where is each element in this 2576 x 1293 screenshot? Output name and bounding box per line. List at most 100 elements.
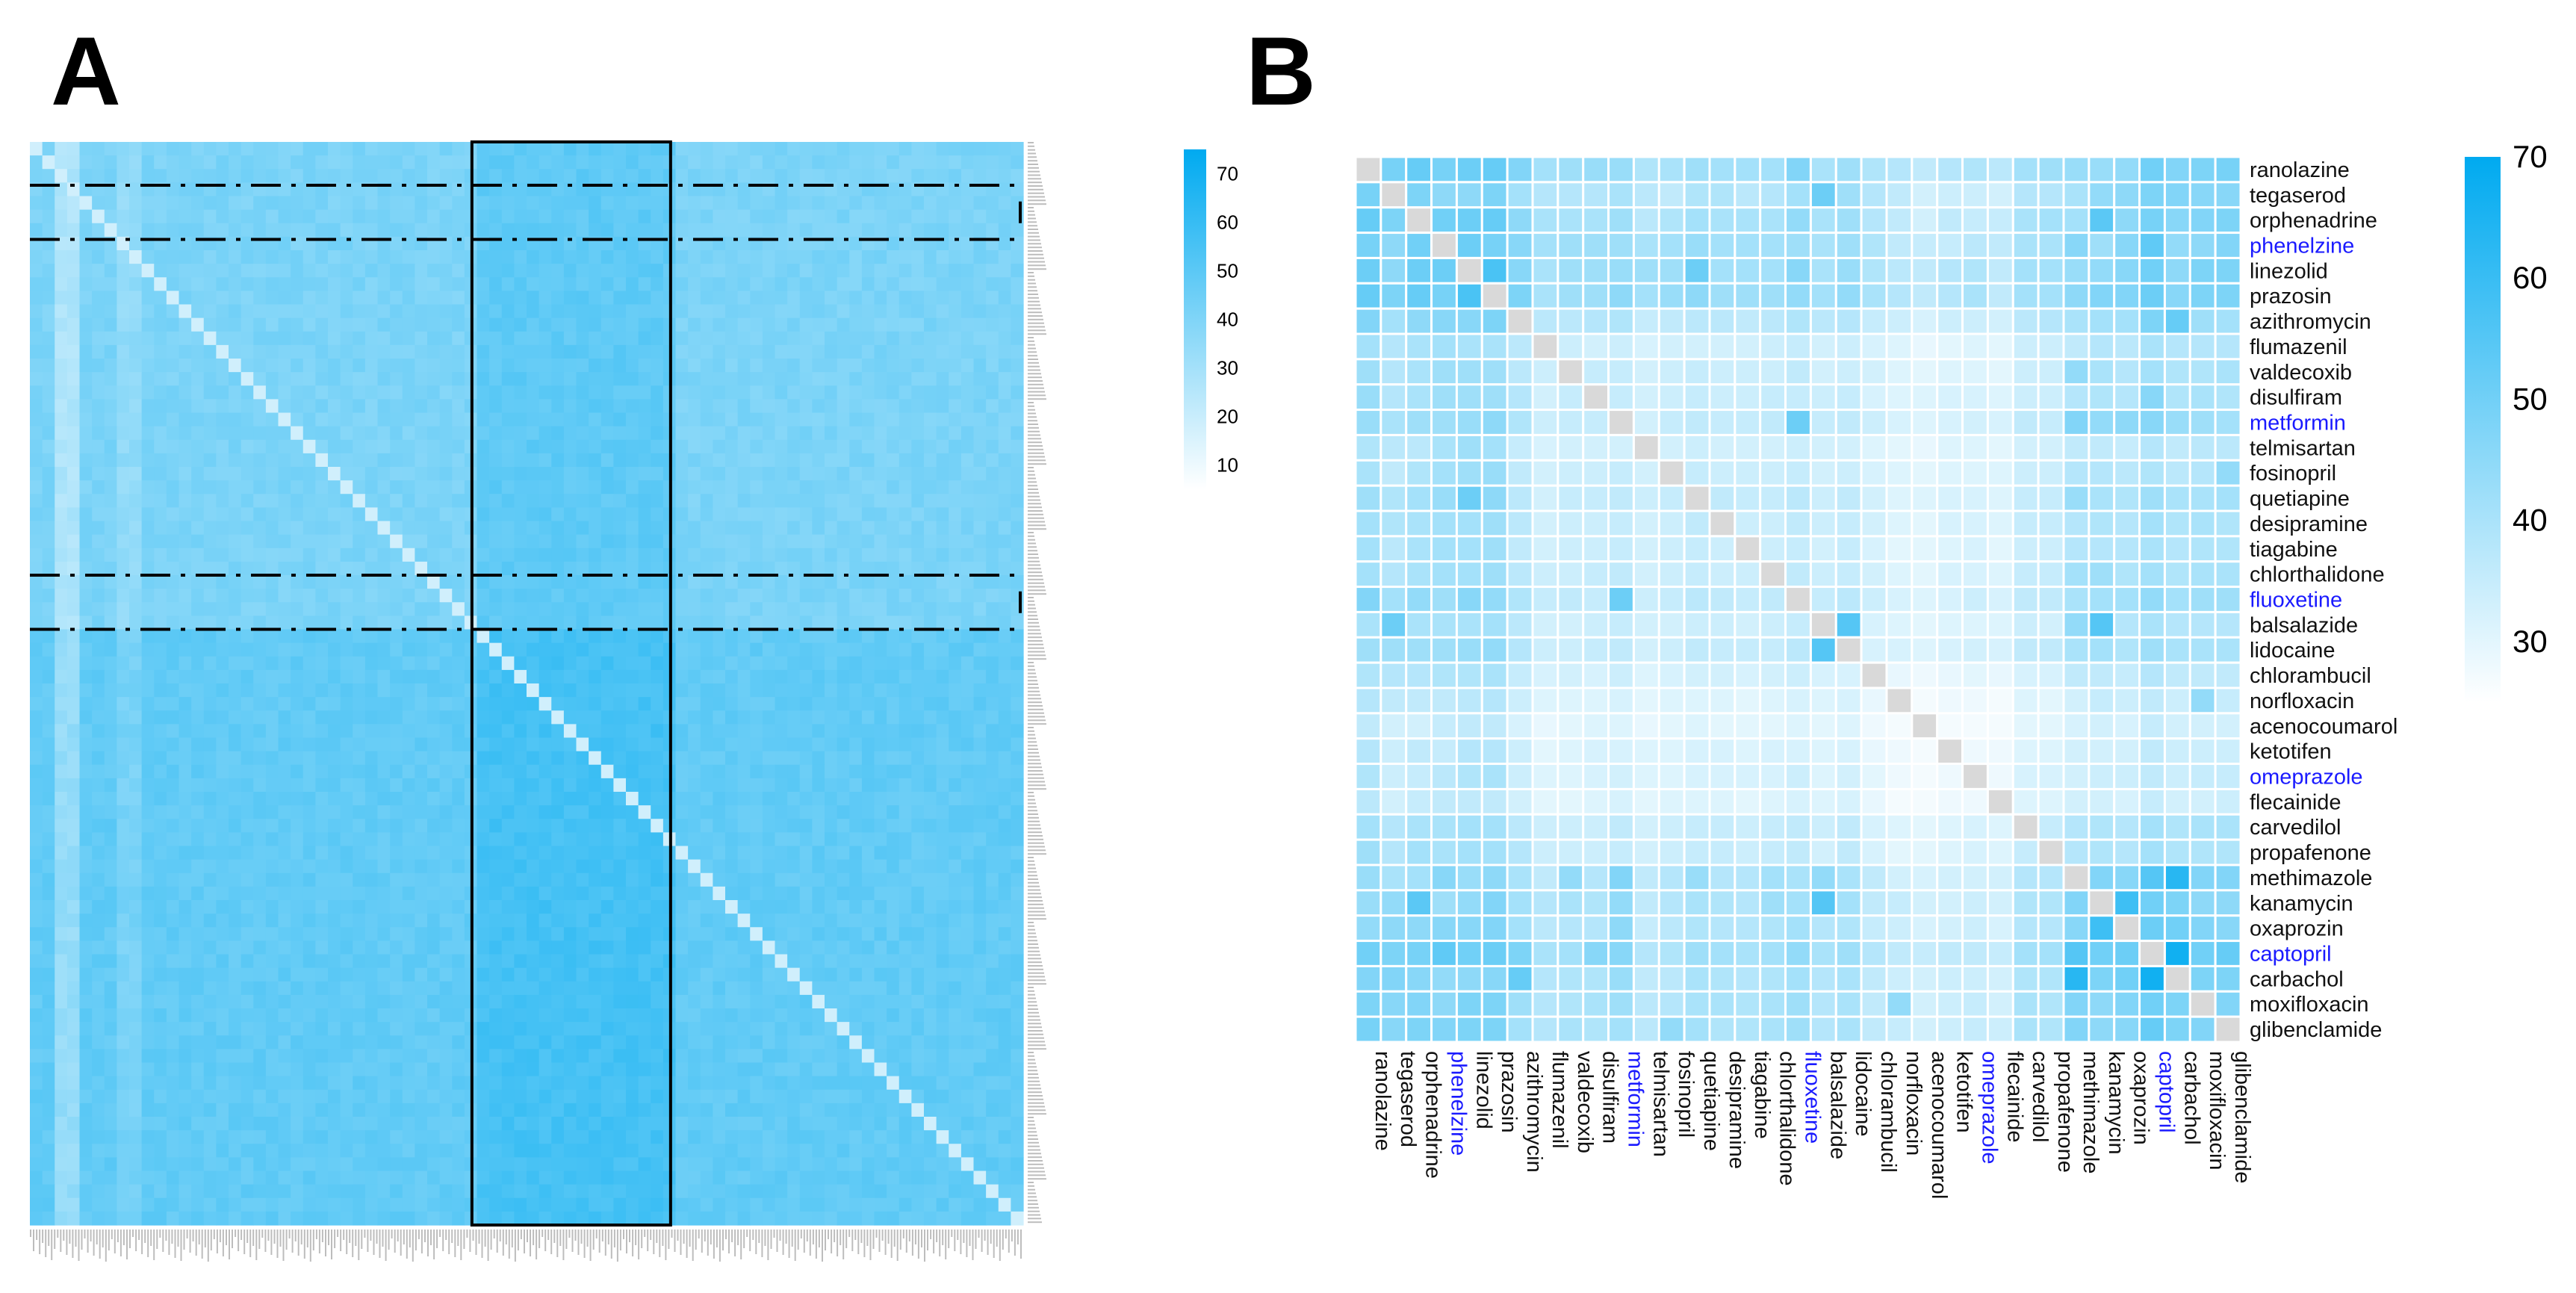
panel-a-cell [291, 710, 304, 725]
panel-a-cell [55, 561, 68, 576]
panel-a-cell [849, 264, 863, 278]
panel-a-cell [638, 385, 651, 400]
panel-a-cell [949, 697, 962, 711]
panel-a-cell [960, 602, 975, 616]
panel-a-cell [600, 819, 614, 833]
panel-a-cell [377, 967, 391, 982]
panel-a-cell [278, 629, 291, 644]
panel-a-cell [154, 196, 167, 211]
panel-a-cell [30, 859, 43, 874]
panel-a-cell [141, 359, 155, 373]
panel-a-cell [415, 439, 428, 454]
panel-a-cell [799, 846, 813, 861]
panel-a-cell [514, 209, 527, 224]
panel-a-cell [539, 575, 552, 589]
panel-a-cell [589, 764, 602, 779]
panel-a-cell [799, 914, 813, 928]
panel-a-cell [92, 886, 105, 901]
panel-a-cell [66, 494, 81, 508]
panel-a-cell [477, 412, 490, 427]
panel-a-cell [762, 792, 776, 806]
panel-a-cell [799, 317, 813, 332]
panel-a-cell [911, 900, 925, 914]
panel-a-cell [353, 724, 366, 739]
panel-a-cell [42, 155, 55, 170]
panel-a-cell [973, 616, 987, 630]
panel-a-cell [340, 209, 353, 224]
panel-a-cell [762, 317, 776, 332]
panel-a-cell [265, 561, 279, 576]
panel-a-cell [675, 250, 689, 264]
panel-a-cell [812, 223, 825, 238]
panel-a-cell [253, 399, 267, 414]
panel-a-cell [688, 602, 701, 616]
panel-a-cell [191, 900, 205, 914]
panel-a-cell [576, 616, 589, 630]
panel-a-cell [364, 683, 379, 698]
panel-a-cell [353, 385, 366, 400]
panel-a-cell [179, 344, 192, 359]
panel-a-cell [166, 981, 180, 996]
panel-a-cell [651, 872, 664, 887]
panel-a-cell [452, 359, 465, 373]
panel-a-cell [825, 886, 838, 901]
panel-a-cell [55, 751, 68, 766]
panel-a-cell [750, 359, 763, 373]
panel-a-cell [812, 778, 825, 793]
panel-a-cell [1011, 521, 1024, 536]
panel-a-cell [216, 439, 229, 454]
panel-a-cell [638, 805, 651, 819]
panel-a-cell [278, 548, 291, 562]
panel-a-cell [924, 521, 937, 536]
panel-a-cell [265, 277, 279, 291]
panel-a-cell [340, 872, 353, 887]
panel-a-cell [825, 277, 838, 291]
panel-a-cell [340, 940, 353, 955]
panel-a-cell [825, 331, 838, 346]
panel-a-cell [960, 453, 975, 468]
panel-a-cell [377, 169, 391, 183]
panel-a-cell [1011, 940, 1024, 955]
panel-a-cell [92, 724, 105, 739]
panel-a-cell [501, 209, 515, 224]
panel-a-cell [203, 616, 217, 630]
panel-a-cell [265, 792, 279, 806]
panel-a-cell [353, 142, 366, 156]
panel-a-cell [737, 236, 751, 251]
panel-a-cell [402, 169, 415, 183]
panel-a-cell [477, 317, 490, 332]
panel-a-cell [42, 548, 55, 562]
panel-a-cell [501, 602, 515, 616]
panel-a-cell [911, 737, 925, 752]
panel-a-cell [278, 507, 291, 522]
panel-a-cell [427, 710, 441, 725]
panel-a-cell [427, 412, 441, 427]
panel-a-cell [452, 561, 465, 576]
panel-a-cell [551, 737, 565, 752]
panel-a-cell [302, 940, 316, 955]
panel-a-cell [787, 954, 801, 969]
panel-a-cell [415, 385, 428, 400]
panel-a-cell [154, 291, 167, 306]
panel-a-cell [899, 616, 912, 630]
panel-a-cell [986, 169, 999, 183]
panel-a-cell [42, 142, 55, 156]
panel-a-cell [825, 548, 838, 562]
panel-a-cell [191, 683, 205, 698]
panel-a-cell [328, 264, 341, 278]
panel-a-cell [427, 778, 441, 793]
panel-a-cell [613, 642, 627, 657]
panel-a-cell [551, 264, 565, 278]
panel-a-cell [129, 264, 143, 278]
panel-a-cell [291, 480, 304, 494]
panel-a-cell [501, 412, 515, 427]
panel-a-cell [825, 859, 838, 874]
panel-a-cell [762, 602, 776, 616]
panel-a-cell [452, 548, 465, 562]
panel-a-cell [936, 426, 949, 441]
panel-a-cell [887, 900, 900, 914]
panel-a-cell [415, 819, 428, 833]
panel-a-cell [501, 575, 515, 589]
panel-a-cell [30, 494, 43, 508]
panel-a-cell [30, 317, 43, 332]
